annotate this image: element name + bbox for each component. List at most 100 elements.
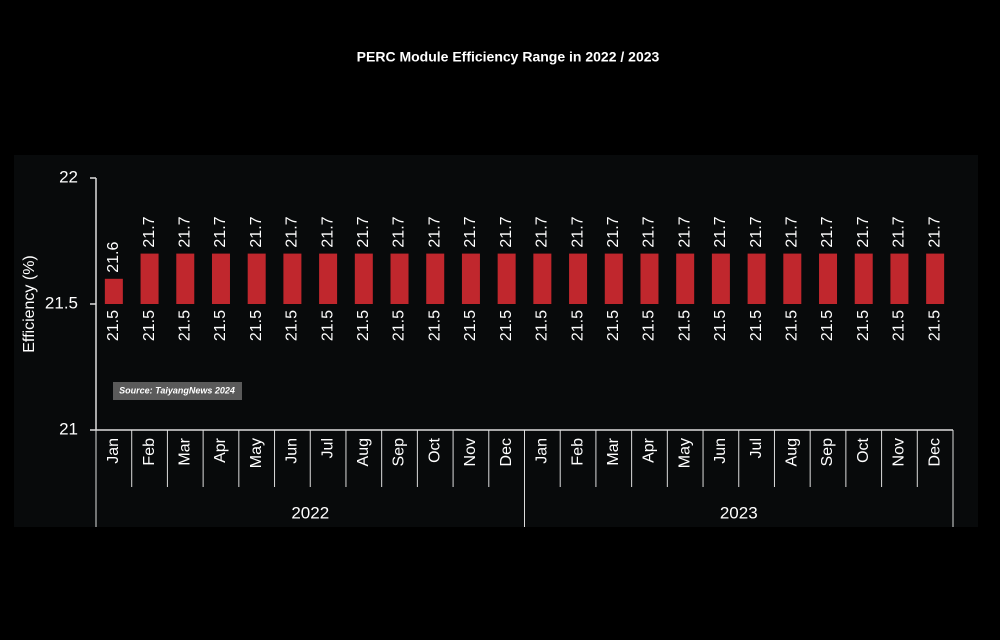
low-label: 21.5 bbox=[569, 310, 586, 341]
range-bar bbox=[890, 253, 909, 304]
low-label: 21.5 bbox=[855, 310, 872, 341]
x-tick-label: Nov bbox=[462, 438, 479, 466]
high-label: 21.7 bbox=[855, 216, 872, 247]
low-label: 21.5 bbox=[891, 310, 908, 341]
range-bar bbox=[461, 253, 480, 304]
low-label: 21.5 bbox=[212, 310, 229, 341]
x-tick-label: Apr bbox=[641, 437, 658, 463]
low-label: 21.5 bbox=[676, 310, 693, 341]
range-bar bbox=[140, 253, 159, 304]
range-bar bbox=[819, 253, 838, 304]
range-bar bbox=[283, 253, 302, 304]
x-tick-label: Feb bbox=[569, 438, 586, 466]
high-label: 21.7 bbox=[391, 216, 408, 247]
source-box bbox=[113, 382, 242, 400]
plot-panel bbox=[14, 155, 978, 527]
range-bar bbox=[604, 253, 623, 304]
low-label: 21.5 bbox=[284, 310, 301, 341]
x-tick-label: Jan bbox=[534, 438, 551, 464]
low-label: 21.5 bbox=[141, 310, 158, 341]
high-label: 21.7 bbox=[355, 216, 372, 247]
high-label: 21.6 bbox=[105, 242, 122, 273]
y-tick-label: 21.5 bbox=[45, 293, 78, 312]
low-label: 21.5 bbox=[498, 310, 515, 341]
high-label: 21.7 bbox=[926, 216, 943, 247]
low-label: 21.5 bbox=[784, 310, 801, 341]
range-bar bbox=[354, 253, 373, 304]
range-bar bbox=[426, 253, 445, 304]
range-bar bbox=[926, 253, 945, 304]
chart-title: PERC Module Efficiency Range in 2022 / 2… bbox=[357, 49, 660, 65]
group-label: 2023 bbox=[720, 503, 758, 522]
range-bar bbox=[176, 253, 195, 304]
high-label: 21.7 bbox=[284, 216, 301, 247]
range-bar bbox=[711, 253, 730, 304]
x-tick-label: Mar bbox=[605, 437, 622, 465]
low-label: 21.5 bbox=[105, 310, 122, 341]
high-label: 21.7 bbox=[141, 216, 158, 247]
high-label: 21.7 bbox=[534, 216, 551, 247]
x-tick-label: Dec bbox=[498, 438, 515, 466]
high-label: 21.7 bbox=[319, 216, 336, 247]
low-label: 21.5 bbox=[712, 310, 729, 341]
high-label: 21.7 bbox=[641, 216, 658, 247]
high-label: 21.7 bbox=[426, 216, 443, 247]
x-tick-label: May bbox=[248, 438, 265, 468]
range-bar bbox=[783, 253, 802, 304]
x-tick-label: Mar bbox=[176, 437, 193, 465]
range-bar bbox=[247, 253, 266, 304]
x-tick-label: Oct bbox=[426, 437, 443, 462]
high-label: 21.7 bbox=[462, 216, 479, 247]
low-label: 21.5 bbox=[426, 310, 443, 341]
high-label: 21.7 bbox=[569, 216, 586, 247]
x-tick-label: Nov bbox=[891, 438, 908, 466]
high-label: 21.7 bbox=[212, 216, 229, 247]
x-tick-label: Aug bbox=[355, 438, 372, 466]
x-tick-label: Aug bbox=[784, 438, 801, 466]
x-tick-label: Jun bbox=[284, 438, 301, 464]
y-tick-label: 22 bbox=[59, 167, 78, 186]
x-tick-label: Oct bbox=[855, 437, 872, 462]
low-label: 21.5 bbox=[534, 310, 551, 341]
high-label: 21.7 bbox=[748, 216, 765, 247]
x-tick-label: Jun bbox=[712, 438, 729, 464]
low-label: 21.5 bbox=[176, 310, 193, 341]
low-label: 21.5 bbox=[605, 310, 622, 341]
range-bar bbox=[854, 253, 873, 304]
x-tick-label: Jul bbox=[748, 438, 765, 458]
range-bar bbox=[676, 253, 695, 304]
x-tick-label: Sep bbox=[391, 438, 408, 467]
source: Source: TaiyangNews 2024 bbox=[119, 385, 235, 395]
low-label: 21.5 bbox=[641, 310, 658, 341]
high-label: 21.7 bbox=[176, 216, 193, 247]
y-axis-label: Efficiency (%) bbox=[21, 255, 38, 353]
x-tick-label: Jul bbox=[319, 438, 336, 458]
x-tick-label: Dec bbox=[926, 438, 943, 466]
y-tick-label: 21 bbox=[59, 419, 78, 438]
high-label: 21.7 bbox=[712, 216, 729, 247]
range-bar bbox=[640, 253, 659, 304]
high-label: 21.7 bbox=[605, 216, 622, 247]
low-label: 21.5 bbox=[819, 310, 836, 341]
low-label: 21.5 bbox=[248, 310, 265, 341]
x-tick-label: Sep bbox=[819, 438, 836, 467]
high-label: 21.7 bbox=[498, 216, 515, 247]
range-bar bbox=[319, 253, 338, 304]
low-label: 21.5 bbox=[462, 310, 479, 341]
high-label: 21.7 bbox=[891, 216, 908, 247]
high-label: 21.7 bbox=[676, 216, 693, 247]
low-label: 21.5 bbox=[926, 310, 943, 341]
low-label: 21.5 bbox=[355, 310, 372, 341]
low-label: 21.5 bbox=[319, 310, 336, 341]
x-tick-label: Apr bbox=[212, 437, 229, 463]
x-tick-label: May bbox=[676, 438, 693, 468]
range-bar bbox=[211, 253, 230, 304]
x-tick-label: Feb bbox=[141, 438, 158, 466]
range-bar bbox=[497, 253, 516, 304]
high-label: 21.7 bbox=[248, 216, 265, 247]
range-bar bbox=[390, 253, 409, 304]
low-label: 21.5 bbox=[748, 310, 765, 341]
high-label: 21.7 bbox=[819, 216, 836, 247]
